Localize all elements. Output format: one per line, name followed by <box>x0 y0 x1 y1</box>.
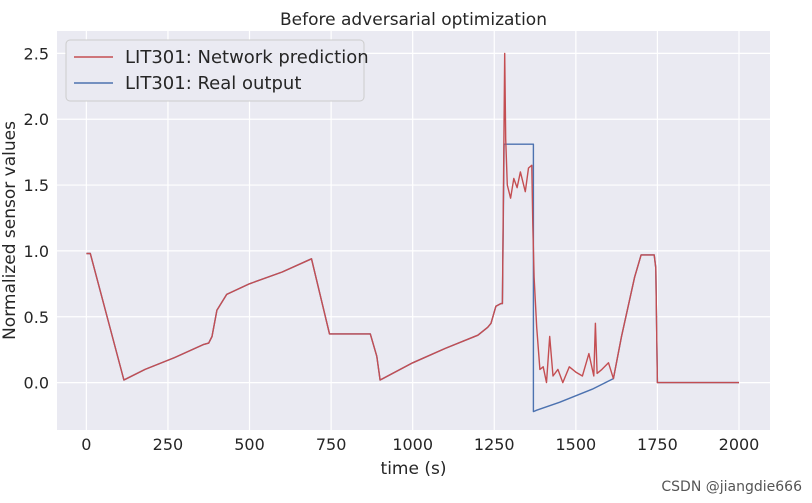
y-tick-label: 2.0 <box>24 110 49 129</box>
x-axis-label: time (s) <box>381 459 447 479</box>
y-tick-label: 1.5 <box>24 176 49 195</box>
series-line-network-prediction <box>86 52 739 384</box>
y-tick-label: 0.0 <box>24 374 49 393</box>
x-tick-label: 500 <box>234 435 265 454</box>
x-tick-label: 0 <box>81 435 91 454</box>
chart-title: Before adversarial optimization <box>280 10 547 30</box>
series-lines <box>86 52 739 413</box>
legend-entry-label: LIT301: Network prediction <box>125 47 369 68</box>
x-tick-label: 250 <box>153 435 184 454</box>
legend-entry-label: LIT301: Real output <box>125 73 301 94</box>
x-axis-ticks: 0 250 500 750 1000 1250 1500 1750 2000 <box>81 435 759 454</box>
x-tick-label: 2000 <box>719 435 760 454</box>
y-axis-ticks: 0.0 0.5 1.0 1.5 2.0 2.5 <box>24 44 49 392</box>
x-tick-label: 1500 <box>555 435 596 454</box>
watermark: CSDN @jiangdie666 <box>661 479 802 495</box>
legend-box <box>65 39 365 102</box>
x-tick-label: 750 <box>316 435 347 454</box>
y-tick-label: 2.5 <box>24 44 49 63</box>
x-tick-label: 1250 <box>474 435 515 454</box>
y-axis-label: Normalized sensor values <box>0 121 20 340</box>
y-tick-label: 0.5 <box>24 308 49 327</box>
legend: LIT301: Network prediction LIT301: Real o… <box>65 39 369 102</box>
x-tick-label: 1000 <box>392 435 433 454</box>
x-tick-label: 1750 <box>637 435 678 454</box>
y-tick-label: 1.0 <box>24 242 49 261</box>
